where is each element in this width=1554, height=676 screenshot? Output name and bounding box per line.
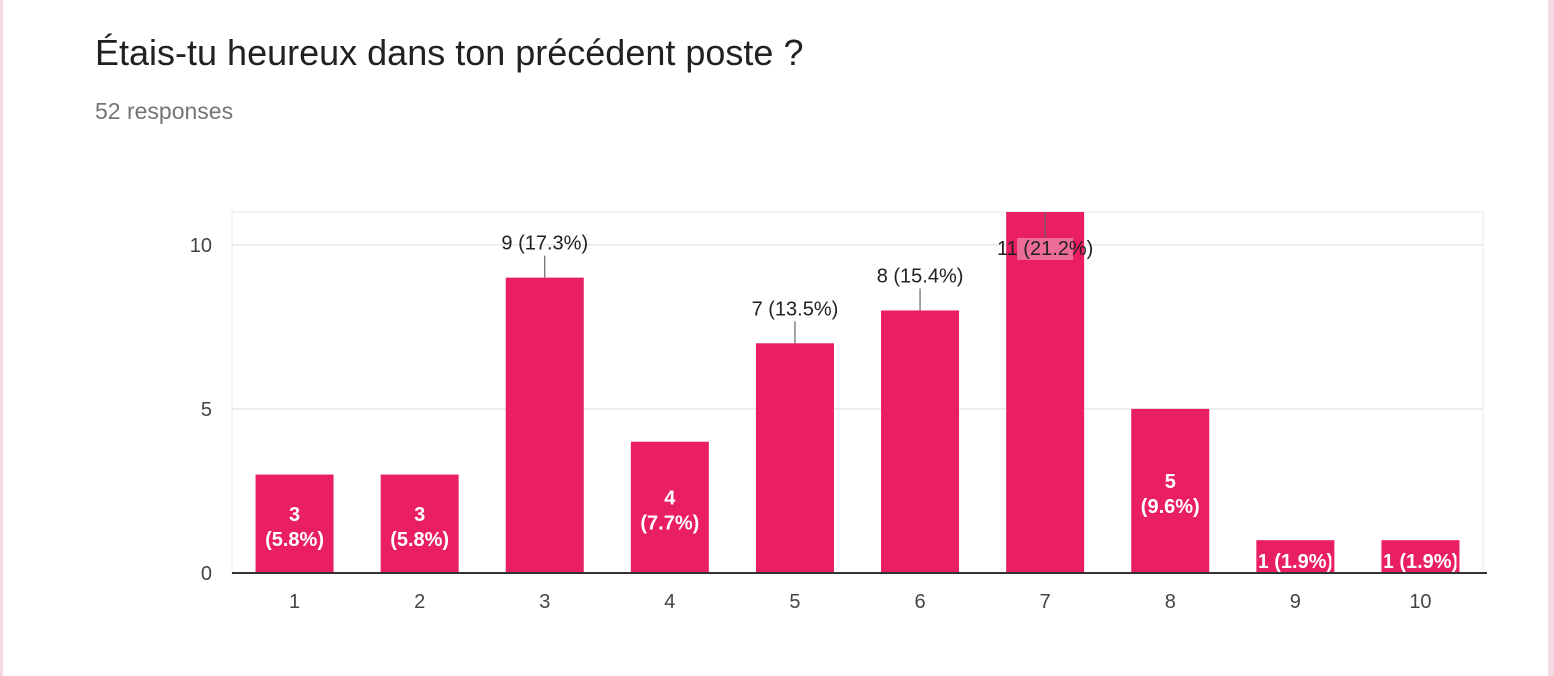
data-label-percent: (5.8%) [390,529,449,551]
data-label-percent: (5.8%) [265,529,324,551]
data-label: 9 (17.3%) [501,233,588,255]
data-label-count: 4 [664,487,676,509]
response-count: 52 responses [95,98,234,124]
data-label: 11 (21.2%) [997,238,1093,260]
bar-9 [1256,540,1335,573]
bar-4 [630,441,709,573]
y-tick-label: 10 [190,235,212,257]
data-label-count: 5 [1165,471,1176,493]
x-tick-label: 6 [914,591,925,613]
y-tick-label: 0 [201,563,212,585]
data-label: 1 (1.9%) [1258,551,1334,573]
page-edge-left [0,0,3,676]
x-tick-label: 7 [1040,591,1051,613]
data-label: 8 (15.4%) [877,265,964,287]
bar-10 [1381,540,1460,573]
page-edge-right [1548,0,1554,676]
bar-3 [505,277,584,573]
bar-chart: 0 5 10 1 3 (5.8%) 2 3 (5.8%) 3 9 (17.3%) 4 4 (7.7%) 5 7… [190,211,1487,613]
data-label-count: 3 [289,504,300,526]
x-tick-label: 10 [1409,591,1431,613]
question-card: Étais-tu heureux dans ton précédent post… [3,0,1548,676]
bar-2 [380,474,459,573]
data-label: 7 (13.5%) [752,298,839,320]
x-tick-label: 9 [1290,591,1301,613]
x-tick-label: 5 [789,591,800,613]
x-tick-label: 4 [664,591,675,613]
bar-1 [255,474,334,573]
x-tick-label: 8 [1165,591,1176,613]
bar-8 [1131,408,1210,573]
bar-6 [881,310,960,573]
x-tick-label: 2 [414,591,425,613]
data-label-percent: (9.6%) [1141,496,1200,518]
data-label-percent: (7.7%) [640,512,699,534]
bar-7 [1006,212,1085,573]
data-label-count: 3 [414,504,425,526]
question-title: Étais-tu heureux dans ton précédent post… [95,32,804,73]
y-tick-label: 5 [201,399,212,421]
data-label: 1 (1.9%) [1383,551,1459,573]
bar-5 [755,343,834,573]
x-tick-label: 1 [289,591,300,613]
x-tick-label: 3 [539,591,550,613]
data-label-backdrop [1017,238,1074,260]
